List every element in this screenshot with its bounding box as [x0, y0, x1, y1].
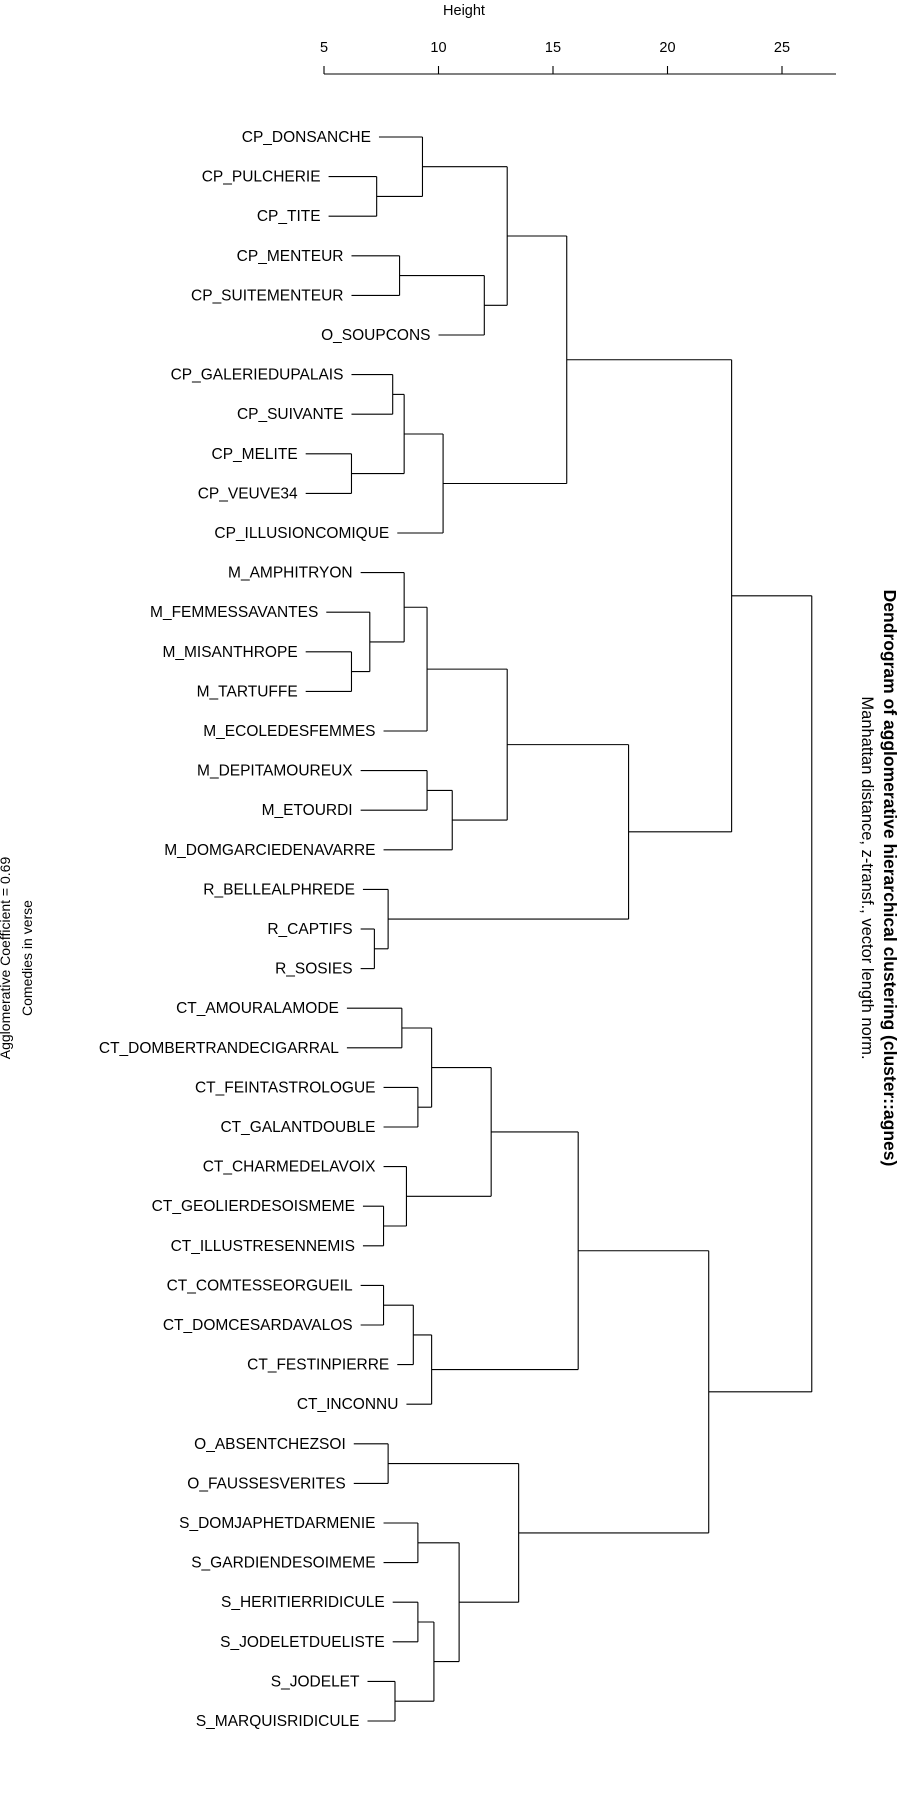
- leaf-label: CT_GALANTDOUBLE: [220, 1119, 375, 1136]
- leaf-label: M_DEPITAMOUREUX: [197, 763, 353, 780]
- axis-tick-label: 25: [774, 40, 790, 56]
- title-block: Dendrogram of agglomerative hierarchical…: [858, 590, 900, 1167]
- leaf-label: M_TARTUFFE: [197, 683, 298, 700]
- axis-tick-label: 20: [659, 40, 675, 56]
- leaf-label: S_MARQUISRIDICULE: [196, 1713, 360, 1730]
- leaf-label: CP_MELITE: [212, 446, 298, 463]
- agglomerative-coefficient: Agglomerative Coefficient = 0.69: [0, 857, 13, 1060]
- leaf-label: CP_VEUVE34: [198, 485, 298, 502]
- leaf-label: R_BELLEALPHREDE: [203, 881, 355, 898]
- leaf-label: CT_DOMBERTRANDECIGARRAL: [99, 1040, 339, 1057]
- leaf-label: S_JODELET: [271, 1673, 360, 1690]
- leaf-label: R_SOSIES: [275, 961, 353, 978]
- leaf-label: CP_SUITEMENTEUR: [191, 287, 343, 304]
- leaf-label: CP_TITE: [257, 208, 321, 225]
- axis-tick-label: 15: [545, 40, 561, 56]
- axis-ticks: 5 10 15 20 25: [320, 40, 790, 74]
- dendrogram-leaves: CP_DONSANCHE CP_PULCHERIE CP_TITE CP_MENTEU…: [99, 129, 431, 1730]
- leaf-label: CT_FESTINPIERRE: [247, 1357, 389, 1374]
- height-axis: Height 5 10 15 20 25: [320, 3, 836, 75]
- leaf-label: M_ECOLEDESFEMMES: [203, 723, 375, 740]
- leaf-label: CP_SUIVANTE: [237, 406, 344, 423]
- axis-tick-label: 5: [320, 40, 328, 56]
- side-note-line1: Comedies in verse: [19, 900, 35, 1016]
- leaf-label: S_HERITIERRIDICULE: [221, 1594, 385, 1611]
- chart-subtitle: Manhattan distance, z-transf., vector le…: [858, 696, 876, 1059]
- leaf-label: S_GARDIENDESOIMEME: [191, 1555, 375, 1572]
- leaf-label: M_DOMGARCIEDENAVARRE: [164, 842, 375, 859]
- leaf-label: CP_GALERIEDUPALAIS: [171, 367, 344, 384]
- leaf-label: M_MISANTHROPE: [162, 644, 297, 661]
- dendrogram-links: [305, 136, 813, 1722]
- leaf-label: CP_PULCHERIE: [202, 169, 321, 186]
- leaf-label: M_ETOURDI: [262, 802, 353, 819]
- chart-title: Dendrogram of agglomerative hierarchical…: [880, 590, 900, 1167]
- leaf-label: CT_FEINTASTROLOGUE: [195, 1079, 376, 1096]
- leaf-label: O_ABSENTCHEZSOI: [194, 1436, 346, 1453]
- leaf-label: CT_GEOLIERDESOISMEME: [152, 1198, 355, 1215]
- leaf-label: O_SOUPCONS: [321, 327, 430, 344]
- side-note: Comedies in verse Agglomerative Coeffici…: [0, 857, 35, 1060]
- leaf-label: S_DOMJAPHETDARMENIE: [179, 1515, 375, 1532]
- leaf-label: CT_INCONNU: [297, 1396, 399, 1413]
- leaf-label: M_FEMMESSAVANTES: [150, 604, 318, 621]
- axis-tick-label: 10: [430, 40, 446, 56]
- leaf-label: S_JODELETDUELISTE: [220, 1634, 385, 1651]
- leaf-label: CP_MENTEUR: [237, 248, 344, 265]
- leaf-label: CP_ILLUSIONCOMIQUE: [214, 525, 389, 542]
- leaf-label: O_FAUSSESVERITES: [187, 1475, 346, 1492]
- leaf-label: CT_ILLUSTRESENNEMIS: [171, 1238, 355, 1255]
- leaf-label: R_CAPTIFS: [267, 921, 352, 938]
- leaf-label: CT_DOMCESARDAVALOS: [163, 1317, 353, 1334]
- leaf-label: CT_COMTESSEORGUEIL: [167, 1277, 353, 1294]
- leaf-label: M_AMPHITRYON: [228, 565, 353, 582]
- leaf-label: CT_AMOURALAMODE: [176, 1000, 339, 1017]
- leaf-label: CP_DONSANCHE: [242, 129, 371, 146]
- leaf-label: CT_CHARMEDELAVOIX: [203, 1159, 376, 1176]
- axis-title: Height: [443, 3, 485, 19]
